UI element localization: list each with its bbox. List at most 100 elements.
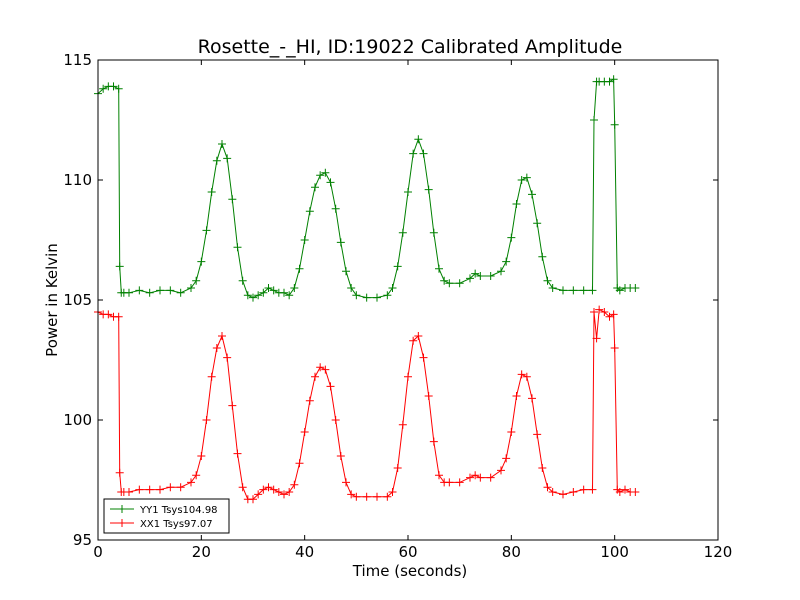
data-point xyxy=(476,473,485,482)
data-point xyxy=(192,471,201,480)
data-point xyxy=(507,233,516,242)
data-point xyxy=(512,200,521,208)
data-point xyxy=(233,449,242,458)
data-point xyxy=(311,183,319,192)
data-point xyxy=(414,135,423,144)
data-point xyxy=(202,416,211,424)
legend: YY1 Tsys104.98 XX1 Tsys97.07 xyxy=(103,498,230,534)
data-point xyxy=(419,149,428,158)
data-point xyxy=(269,485,278,494)
data-point xyxy=(588,286,597,295)
data-point xyxy=(543,276,552,285)
data-point xyxy=(176,288,185,297)
data-point xyxy=(321,168,330,177)
data-point xyxy=(609,310,618,319)
data-point xyxy=(507,428,516,436)
data-point xyxy=(388,284,397,292)
data-point xyxy=(538,252,547,261)
data-point xyxy=(295,264,304,273)
data-point xyxy=(435,471,443,480)
data-point xyxy=(393,262,402,271)
data-point xyxy=(522,173,531,182)
data-point xyxy=(305,396,314,405)
x-tick-label: 80 xyxy=(502,543,521,561)
data-point xyxy=(115,262,124,271)
data-point xyxy=(362,293,371,302)
series-1 xyxy=(94,305,640,504)
data-point xyxy=(455,279,464,288)
data-point xyxy=(502,454,511,463)
data-point xyxy=(352,492,361,501)
data-point xyxy=(466,473,474,482)
data-point xyxy=(419,353,428,362)
data-point xyxy=(166,483,175,492)
data-point xyxy=(156,286,164,295)
data-point xyxy=(115,468,124,477)
data-point xyxy=(429,437,438,446)
series-layer xyxy=(94,75,640,504)
x-tick-label: 40 xyxy=(295,543,314,561)
data-point xyxy=(342,267,350,276)
data-point xyxy=(135,485,144,494)
data-point xyxy=(383,492,392,501)
data-point xyxy=(440,276,449,285)
data-point xyxy=(497,466,505,475)
data-point xyxy=(135,286,144,295)
x-tick-label: 60 xyxy=(398,543,417,561)
data-point xyxy=(269,286,278,295)
data-point xyxy=(590,116,598,124)
data-point xyxy=(528,394,536,403)
data-point xyxy=(114,312,123,321)
data-point xyxy=(471,269,480,278)
x-axis-label: Time (seconds) xyxy=(352,562,468,580)
legend-label: YY1 Tsys104.98 xyxy=(139,505,218,516)
data-point xyxy=(145,288,154,297)
data-point xyxy=(336,238,345,247)
data-point xyxy=(588,485,597,494)
data-point xyxy=(243,291,252,300)
data-point xyxy=(398,420,407,429)
data-point xyxy=(316,171,325,180)
data-point xyxy=(125,288,133,297)
data-point xyxy=(264,284,273,292)
data-point xyxy=(207,188,216,196)
data-point xyxy=(145,485,154,494)
data-point xyxy=(631,284,640,292)
data-point xyxy=(610,344,619,352)
data-point xyxy=(326,178,335,187)
data-point xyxy=(424,185,433,194)
data-point xyxy=(347,490,356,499)
data-point xyxy=(362,492,371,501)
data-point xyxy=(336,452,345,460)
data-point xyxy=(559,490,567,499)
data-point xyxy=(609,75,618,84)
data-point xyxy=(280,288,288,297)
data-point xyxy=(166,286,175,295)
data-point xyxy=(605,312,614,321)
data-point xyxy=(373,492,381,501)
data-point xyxy=(342,478,350,487)
data-point xyxy=(383,291,392,300)
data-point xyxy=(259,485,268,494)
data-point xyxy=(471,471,480,480)
data-point xyxy=(590,308,598,316)
data-point xyxy=(600,308,609,316)
data-point xyxy=(569,286,578,295)
data-point xyxy=(300,428,309,436)
y-tick-label: 100 xyxy=(63,411,92,429)
x-tick-label: 0 xyxy=(93,543,103,561)
data-point xyxy=(212,156,221,165)
series-line xyxy=(97,78,636,299)
data-point xyxy=(466,274,474,283)
data-point xyxy=(533,219,542,228)
data-point xyxy=(223,353,232,362)
data-point xyxy=(517,370,526,379)
data-point xyxy=(388,488,397,496)
data-point xyxy=(548,284,557,292)
data-point xyxy=(223,154,232,163)
data-point xyxy=(254,490,263,499)
data-point xyxy=(517,176,526,184)
y-tick-label: 105 xyxy=(63,291,92,309)
data-point xyxy=(316,363,325,372)
